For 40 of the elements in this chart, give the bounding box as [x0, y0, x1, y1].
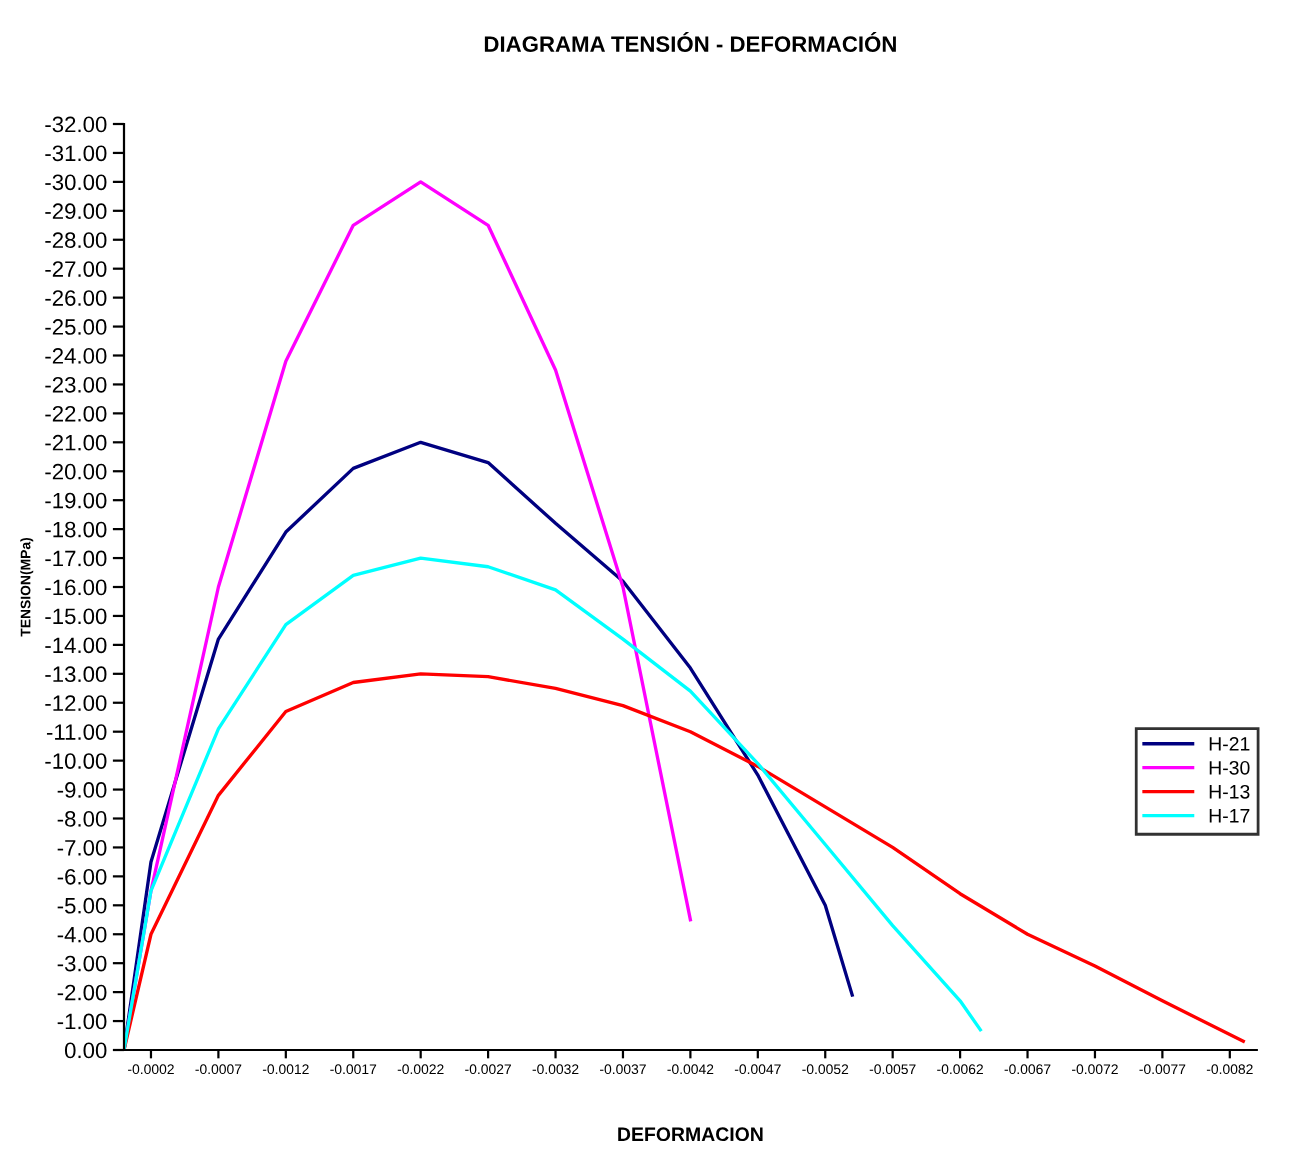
y-tick-label: -27.00: [45, 261, 107, 277]
y-tick-label: -22.00: [45, 405, 107, 422]
y-tick-label: -6.00: [57, 868, 107, 885]
legend-label: H-21: [1209, 736, 1250, 751]
y-tick-label: -4.00: [57, 926, 107, 943]
y-tick-label: -18.00: [45, 521, 107, 538]
y-tick-label: -10.00: [45, 753, 107, 769]
y-tick-label: -19.00: [45, 492, 107, 509]
y-tick-label: -31.00: [45, 145, 107, 162]
x-axis-title: DEFORMACION: [618, 1127, 763, 1142]
y-tick-label: -24.00: [45, 348, 107, 364]
y-tick-label: -11.00: [46, 724, 107, 740]
y-tick-label: -14.00: [45, 637, 107, 654]
legend-label: H-30: [1209, 760, 1250, 775]
y-tick-label: -7.00: [57, 839, 107, 856]
y-tick-label: -30.00: [45, 174, 107, 191]
y-tick-label: -13.00: [45, 666, 107, 683]
y-tick-label: -20.00: [45, 463, 107, 480]
y-tick-label: 0.00: [64, 1042, 107, 1059]
y-tick-label: -25.00: [45, 319, 107, 335]
y-tick-label: -21.00: [45, 434, 107, 451]
y-tick-label: -16.00: [45, 579, 107, 596]
y-tick-label: -15.00: [45, 608, 107, 625]
y-tick-label: -26.00: [45, 290, 107, 306]
y-tick-label: -29.00: [45, 203, 107, 220]
y-tick-label: -8.00: [57, 811, 107, 827]
y-tick-label: -12.00: [45, 695, 107, 712]
y-tick-label: -3.00: [57, 955, 107, 972]
y-tick-label: -32.00: [45, 116, 107, 133]
y-tick-label: -5.00: [57, 897, 107, 914]
y-tick-label: -2.00: [57, 984, 107, 1001]
y-tick-label: -1.00: [57, 1013, 107, 1030]
y-tick-label: -23.00: [45, 376, 107, 393]
line-series: [124, 556, 982, 1050]
y-tick-label: -17.00: [45, 550, 107, 567]
legend-label: H-17: [1209, 809, 1250, 823]
legend-label: H-13: [1209, 784, 1250, 799]
y-tick-label: -9.00: [57, 782, 107, 798]
chart-title: DIAGRAMA TENSIÓN - DEFORMACIÓN: [484, 32, 896, 52]
y-tick-label: -28.00: [45, 232, 107, 249]
